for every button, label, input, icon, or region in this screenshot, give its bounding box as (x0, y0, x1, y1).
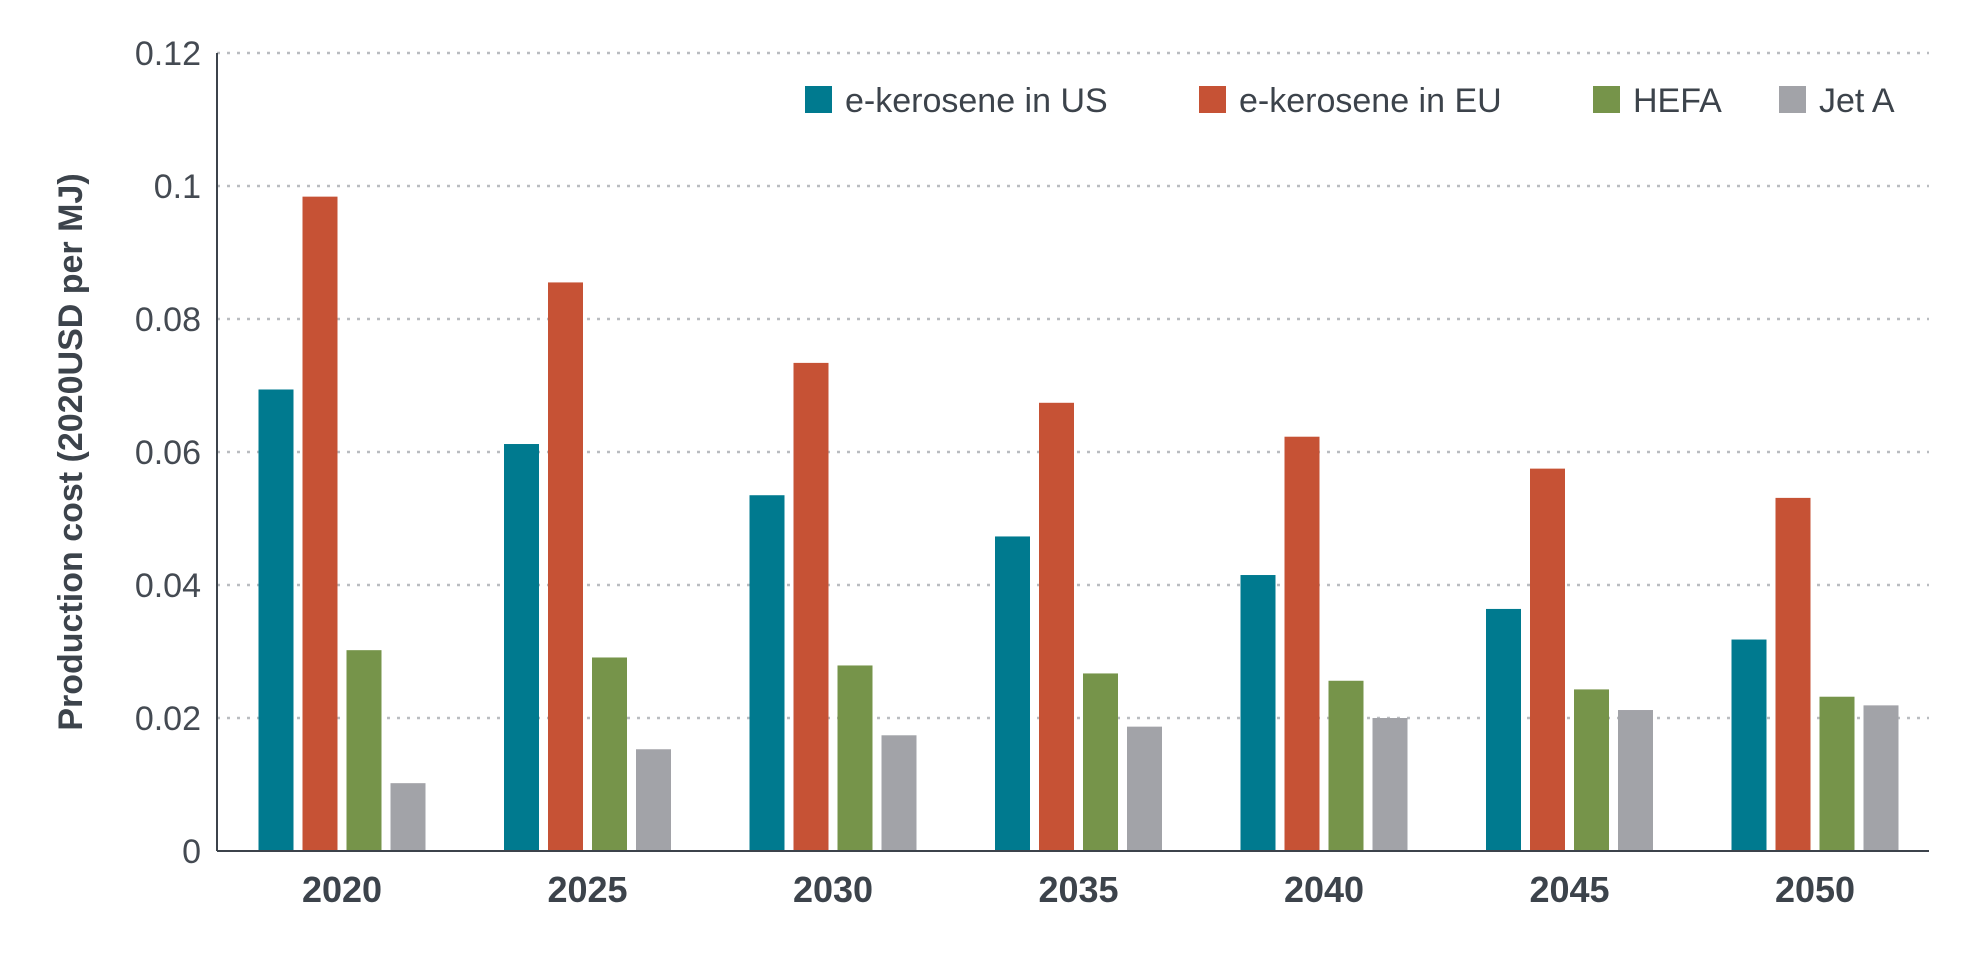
bar-e-kerosene-in-us-2030 (749, 495, 785, 851)
y-tick-label: 0.02 (135, 700, 201, 738)
legend-label: e-kerosene in EU (1239, 82, 1502, 120)
bar-hefa-2030 (837, 665, 873, 851)
legend-label: HEFA (1633, 82, 1722, 120)
bar-hefa-2035 (1083, 673, 1118, 851)
legend-label: Jet A (1819, 82, 1895, 120)
bar-jet-a-2040 (1372, 718, 1408, 851)
x-category-label: 2035 (1038, 869, 1118, 910)
bar-e-kerosene-in-us-2020 (258, 389, 294, 851)
legend-item: e-kerosene in US (805, 82, 1108, 120)
x-axis-categories: 2020 2025 2030 2035 2040 2045 2050 (302, 869, 1855, 910)
legend-item: Jet A (1779, 82, 1895, 120)
legend-item: e-kerosene in EU (1199, 82, 1502, 120)
y-tick-label: 0.1 (154, 168, 201, 206)
bar-e-kerosene-in-us-2025 (504, 444, 539, 851)
bar-jet-a-2020 (390, 783, 426, 851)
legend-swatch (1779, 86, 1806, 113)
x-category-label: 2050 (1775, 869, 1855, 910)
bar-e-kerosene-in-eu-2025 (548, 282, 583, 851)
legend-item: HEFA (1593, 82, 1722, 120)
bar-e-kerosene-in-us-2045 (1486, 608, 1521, 851)
bar-jet-a-2050 (1863, 705, 1899, 851)
x-category-label: 2045 (1529, 869, 1609, 910)
bar-e-kerosene-in-us-2050 (1731, 639, 1767, 851)
y-axis-ticks: 0 0.02 0.04 0.06 0.08 0.1 0.12 (135, 35, 201, 871)
bar-jet-a-2025 (636, 749, 671, 851)
x-category-label: 2025 (547, 869, 627, 910)
bar-e-kerosene-in-eu-2035 (1039, 402, 1074, 851)
legend-swatch (1199, 86, 1226, 113)
y-tick-label: 0.04 (135, 567, 201, 605)
bar-e-kerosene-in-eu-2050 (1775, 497, 1811, 851)
bar-e-kerosene-in-eu-2045 (1530, 468, 1565, 851)
bar-hefa-2045 (1574, 689, 1609, 851)
bar-hefa-2040 (1328, 680, 1364, 851)
y-tick-label: 0 (182, 833, 201, 871)
y-tick-label: 0.08 (135, 301, 201, 339)
bar-e-kerosene-in-us-2035 (995, 536, 1030, 851)
bar-e-kerosene-in-eu-2020 (302, 196, 338, 851)
legend-swatch (1593, 86, 1620, 113)
bar-e-kerosene-in-eu-2030 (793, 362, 829, 851)
x-category-label: 2040 (1284, 869, 1364, 910)
x-category-label: 2030 (793, 869, 873, 910)
y-tick-label: 0.06 (135, 434, 201, 472)
legend-swatch (805, 86, 832, 113)
bar-jet-a-2030 (881, 735, 917, 851)
bar-hefa-2025 (592, 657, 627, 851)
bar-hefa-2050 (1819, 696, 1855, 851)
x-category-label: 2020 (302, 869, 382, 910)
bars (258, 196, 1899, 851)
bar-jet-a-2035 (1127, 726, 1162, 851)
y-tick-label: 0.12 (135, 35, 201, 73)
bar-e-kerosene-in-us-2040 (1240, 575, 1276, 851)
bar-hefa-2020 (346, 650, 382, 851)
axes (216, 53, 1929, 852)
bar-e-kerosene-in-eu-2040 (1284, 436, 1320, 851)
bar-jet-a-2045 (1618, 710, 1653, 851)
legend-label: e-kerosene in US (845, 82, 1108, 120)
legend: e-kerosene in US e-kerosene in EU HEFA Jet … (805, 82, 1895, 120)
y-axis-title: Production cost (2020USD per MJ) (52, 173, 90, 730)
